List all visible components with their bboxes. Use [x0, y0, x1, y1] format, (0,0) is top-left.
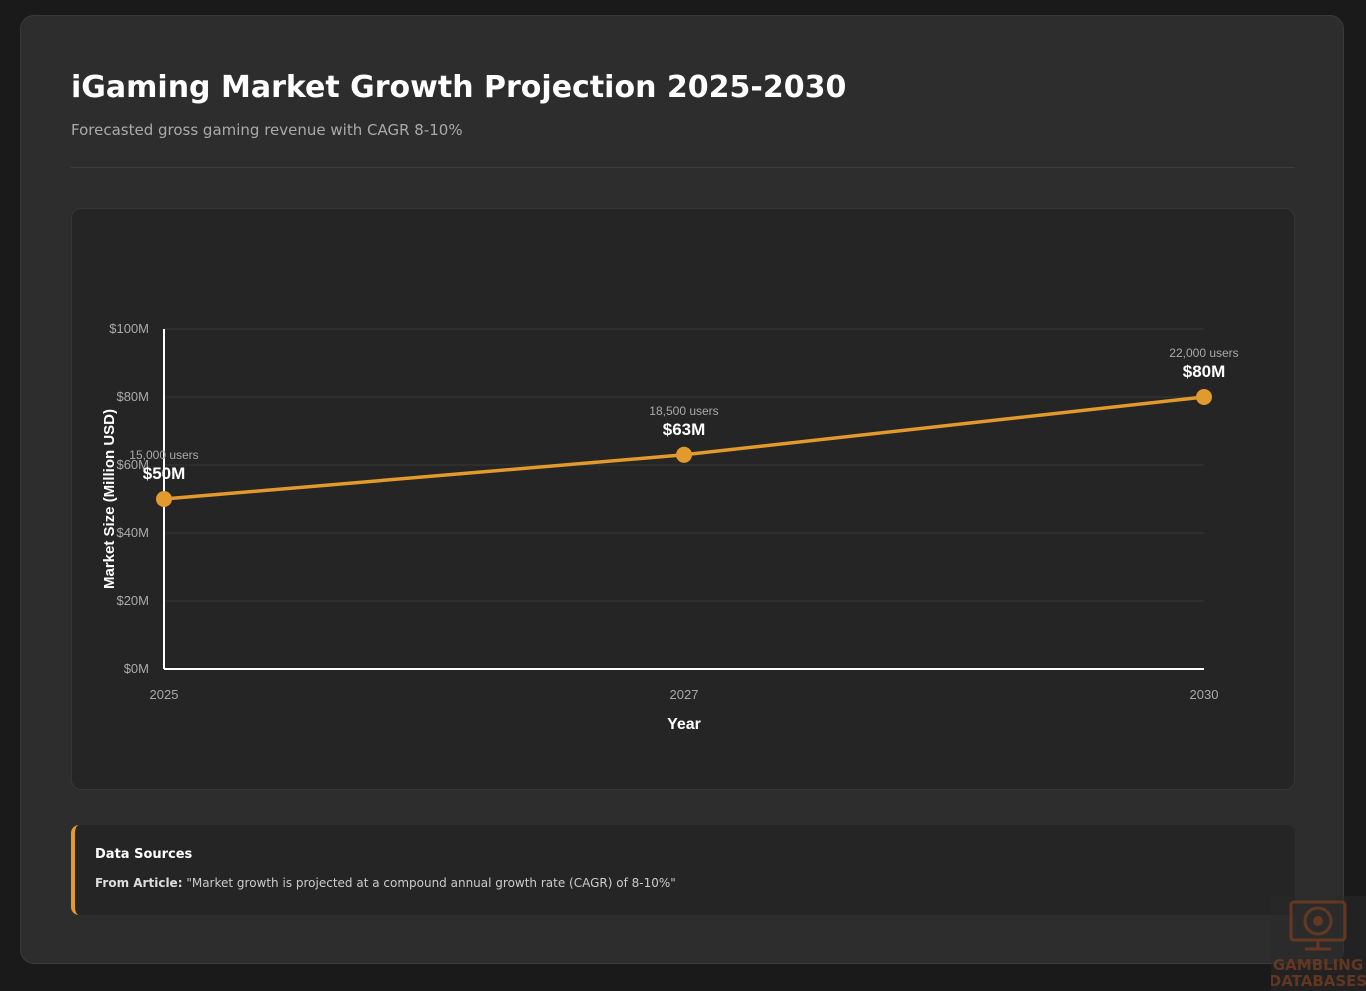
y-tick-label: $0M	[124, 661, 149, 676]
x-tick-label: 2025	[150, 687, 179, 702]
sources-label: From Article:	[95, 876, 183, 890]
x-tick-label: 2030	[1190, 687, 1219, 702]
data-point	[156, 491, 172, 507]
data-label: $63M	[663, 420, 706, 439]
point-annotation: 18,500 users	[649, 404, 718, 418]
y-tick-label: $80M	[116, 389, 149, 404]
chart-container: $0M $20M $40M $60M $80M $100M 2025 2027 2030 Year…	[71, 208, 1295, 790]
data-label: $50M	[143, 464, 186, 483]
y-tick-label: $60M	[116, 457, 149, 472]
y-tick-label: $20M	[116, 593, 149, 608]
sources-title: Data Sources	[95, 847, 193, 862]
data-point	[1196, 389, 1212, 405]
x-tick-label: 2027	[670, 687, 699, 702]
x-axis-title: Year	[667, 716, 701, 733]
page-title: iGaming Market Growth Projection 2025-20…	[71, 70, 847, 105]
data-label: $80M	[1183, 362, 1226, 381]
divider	[71, 167, 1295, 168]
y-tick-label: $40M	[116, 525, 149, 540]
y-axis-title: Market Size (Million USD)	[101, 409, 118, 589]
data-sources-panel: Data Sources From Article: "Market growt…	[71, 825, 1295, 915]
point-annotation: 15,000 users	[129, 448, 198, 462]
svg-text:DATABASES: DATABASES	[1271, 972, 1366, 990]
svg-text:GAMBLING: GAMBLING	[1273, 956, 1363, 974]
sources-text: From Article: "Market growth is projecte…	[95, 876, 1275, 890]
point-annotation: 22,000 users	[1169, 346, 1238, 360]
page-subtitle: Forecasted gross gaming revenue with CAG…	[71, 121, 463, 139]
chart-card: iGaming Market Growth Projection 2025-20…	[20, 15, 1344, 964]
sources-quote: "Market growth is projected at a compoun…	[186, 876, 676, 890]
line-chart: $0M $20M $40M $60M $80M $100M 2025 2027 2030 Year…	[101, 321, 1239, 733]
gambling-databases-logo: GAMBLING DATABASES	[1271, 896, 1366, 991]
data-point	[676, 446, 692, 463]
y-tick-label: $100M	[109, 321, 149, 336]
